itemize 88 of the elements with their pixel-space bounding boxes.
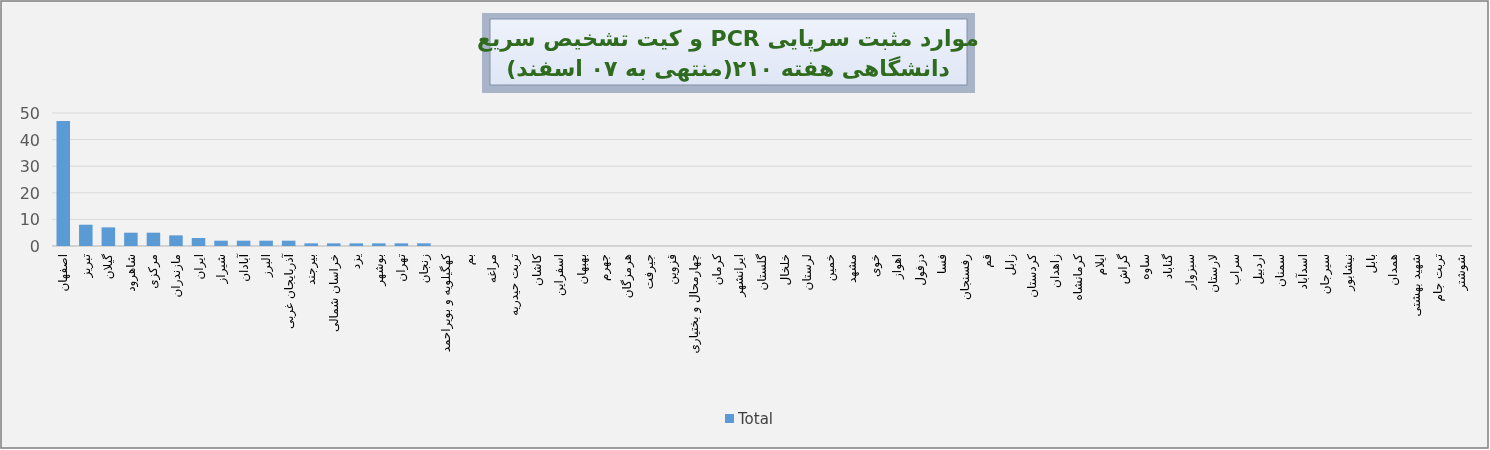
- x-tick-label: شاهرود: [123, 254, 139, 292]
- x-tick-label: قزوین: [664, 254, 680, 285]
- x-tick-label: بهبهان: [574, 254, 589, 285]
- x-tick-label: آبادان: [235, 253, 251, 282]
- y-tick-label: 30: [19, 157, 40, 177]
- x-tick-label: بیرجند: [304, 254, 320, 285]
- x-tick-label: زابل: [1002, 253, 1018, 276]
- bar: [326, 243, 341, 246]
- legend-label: Total: [737, 410, 774, 428]
- x-tick-label: مازندران: [168, 254, 184, 298]
- x-tick-label: ایرانشهر: [732, 254, 748, 298]
- x-tick-label: اصفهان: [56, 254, 71, 292]
- x-tick-label: خراسان شمالی: [326, 254, 342, 333]
- x-tick-label: همدان: [1386, 254, 1401, 286]
- x-tick-label: البرز: [259, 254, 275, 279]
- x-tick-label: بوشهر: [371, 254, 387, 287]
- bar: [146, 232, 161, 246]
- x-tick-label: خلخال: [777, 254, 792, 286]
- x-tick-label: ایران: [191, 254, 207, 280]
- y-tick-label: 0: [29, 237, 40, 256]
- x-tick-label: اسدآباد: [1294, 254, 1310, 290]
- bar: [56, 120, 71, 246]
- x-tick-label: ساوه: [1138, 254, 1154, 280]
- x-tick-label: قم: [980, 254, 995, 268]
- x-tick-label: مشهد: [845, 254, 860, 283]
- bar: [101, 227, 116, 246]
- x-tick-label: یزد: [349, 254, 365, 270]
- x-tick-label: لرستان: [800, 254, 816, 291]
- bar: [191, 238, 206, 246]
- x-tick-label: لارستان: [1205, 254, 1221, 293]
- x-tick-label: سبزوار: [1183, 254, 1199, 291]
- bar: [124, 232, 138, 246]
- x-tick-label: فسا: [935, 254, 950, 275]
- x-tick-label: مرکزی: [146, 254, 162, 289]
- bar: [304, 243, 318, 246]
- x-tick-label: گناباد: [1160, 253, 1175, 280]
- x-tick-label: نیشابور: [1341, 254, 1357, 292]
- x-tick-label: شوشتر: [1453, 254, 1469, 292]
- bar: [349, 243, 364, 246]
- x-tick-label: تربت حیدریه: [507, 254, 523, 316]
- bar: [394, 243, 409, 246]
- bar: [372, 243, 386, 246]
- x-tick-label: کرمانشاه: [1070, 253, 1086, 301]
- x-tick-label: گراش: [1115, 253, 1131, 285]
- y-tick-label: 10: [19, 210, 40, 230]
- x-tick-label: سراب: [1228, 254, 1244, 286]
- x-tick-label: زنجان: [416, 253, 432, 284]
- x-tick-label: آذربایجان غربی: [280, 253, 297, 330]
- x-tick-label: کردستان: [1025, 253, 1041, 298]
- x-tick-label: هرمزگان: [619, 254, 635, 299]
- x-tick-label: تربت جام: [1431, 254, 1447, 302]
- y-tick-label: 50: [19, 104, 40, 123]
- x-tick-label: تهران: [394, 254, 410, 282]
- x-tick-label: گلستان: [755, 253, 769, 291]
- x-tick-label: بابل: [1363, 254, 1378, 274]
- bar: [79, 224, 93, 246]
- bar: [236, 240, 251, 246]
- x-tick-label: ایلام: [1093, 254, 1108, 276]
- x-tick-label: شیراز: [214, 254, 230, 285]
- x-tick-label: کرمان: [709, 253, 725, 286]
- chart-title: موارد مثبت سرپایی PCR و کیت تشخیص سریع دانشگاهی هفته ۲۱۰(منتهی به ۰۷ اسفند): [477, 26, 979, 82]
- x-tick-label: دزفول: [912, 254, 928, 286]
- bar: [169, 235, 183, 246]
- x-tick-label: اهواز: [890, 254, 906, 280]
- bar: [417, 243, 431, 246]
- x-tick-label: تبریز: [78, 254, 94, 279]
- x-tick-label: گیلان: [101, 253, 116, 280]
- x-tick-label: خوی: [867, 254, 883, 278]
- x-tick-label: جیرفت: [642, 254, 658, 290]
- x-tick-label: بم: [461, 254, 476, 266]
- bar: [281, 240, 296, 246]
- x-tick-label: رفسنجان: [957, 253, 973, 301]
- bar: [259, 240, 273, 246]
- x-tick-label: زاهدان: [1048, 253, 1064, 288]
- y-tick-label: 20: [19, 183, 40, 203]
- x-tick-label: کهگیلویه و بویراحمد: [439, 253, 455, 353]
- x-tick-label: کاشان: [529, 253, 544, 286]
- x-tick-label: سمنان: [1273, 254, 1288, 288]
- x-tick-label: اسفراین: [552, 254, 568, 296]
- x-tick-label: چهارمحال و بختیاری: [687, 254, 703, 354]
- x-tick-label: سیرجان: [1318, 254, 1334, 295]
- x-tick-label: شهید بهشتی: [1408, 254, 1423, 317]
- y-tick-label: 40: [19, 130, 40, 150]
- x-tick-label: خمین: [822, 254, 838, 282]
- x-tick-label: اردبیل: [1250, 254, 1266, 285]
- bar: [214, 240, 228, 246]
- x-tick-label: جهرم: [597, 254, 613, 281]
- x-tick-label: مراغه: [484, 254, 500, 284]
